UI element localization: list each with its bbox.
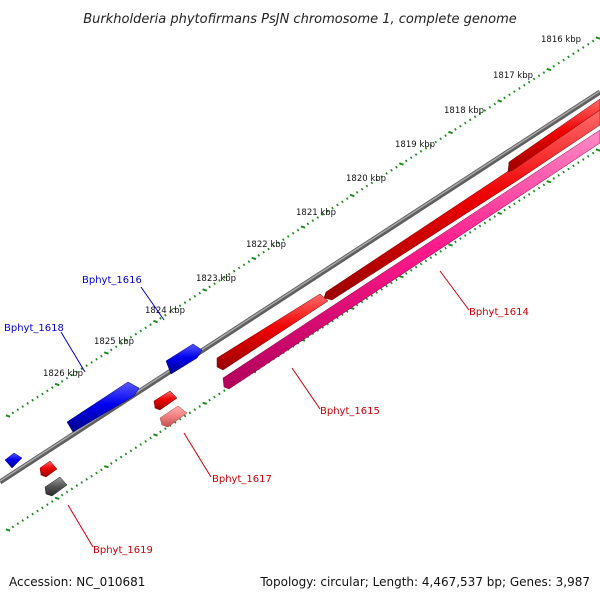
reverse-genes xyxy=(39,98,600,497)
label-bphyt-1615[interactable]: Bphyt_1615 xyxy=(320,406,380,417)
backbone xyxy=(0,89,600,485)
gene-bphyt-1617-pseudo[interactable] xyxy=(159,405,188,428)
leader-lines xyxy=(60,270,470,548)
gene-bphyt-1618[interactable] xyxy=(66,381,140,433)
tick-label-1825: 1825 kbp xyxy=(94,337,134,347)
map-title: Burkholderia phytofirmans PsJN chromosom… xyxy=(83,12,517,27)
tick-label-1824: 1824 kbp xyxy=(145,306,185,316)
tick-label-1820: 1820 kbp xyxy=(346,174,386,184)
tick-label-1818: 1818 kbp xyxy=(444,106,484,116)
gene-bphyt-1619[interactable] xyxy=(39,460,58,478)
label-bphyt-1617[interactable]: Bphyt_1617 xyxy=(212,474,272,485)
tick-label-1821: 1821 kbp xyxy=(296,208,336,218)
tick-label-1823: 1823 kbp xyxy=(196,274,236,284)
gene-bphyt-1615[interactable] xyxy=(216,293,329,371)
summary-text: Topology: circular; Length: 4,467,537 bp… xyxy=(259,575,590,589)
gene-bphyt-1619-other[interactable] xyxy=(44,476,68,497)
leader-bphyt-1616 xyxy=(140,286,165,321)
leader-bphyt-1619 xyxy=(67,504,94,548)
tick-labels: 1816 kbp 1817 kbp 1818 kbp 1819 kbp 1820… xyxy=(43,35,581,379)
label-bphyt-1619[interactable]: Bphyt_1619 xyxy=(93,545,153,556)
label-bphyt-1618[interactable]: Bphyt_1618 xyxy=(4,323,64,334)
inner-tick-ring xyxy=(5,148,600,532)
accession-text: Accession: NC_010681 xyxy=(9,575,145,589)
gene-rrna-pink[interactable] xyxy=(222,129,600,390)
tick-label-1819: 1819 kbp xyxy=(395,140,435,150)
gene-labels: Bphyt_1616 Bphyt_1618 Bphyt_1614 Bphyt_1… xyxy=(4,275,529,556)
label-bphyt-1616[interactable]: Bphyt_1616 xyxy=(82,275,142,286)
gene-small-forward[interactable] xyxy=(4,452,23,469)
leader-bphyt-1615 xyxy=(291,367,321,410)
leader-bphyt-1614 xyxy=(439,270,470,311)
gene-bphyt-1614-part2[interactable] xyxy=(507,98,600,173)
leader-bphyt-1617 xyxy=(183,432,212,478)
tick-label-1816: 1816 kbp xyxy=(541,35,581,45)
tick-label-1822: 1822 kbp xyxy=(246,240,286,250)
gene-bphyt-1616[interactable] xyxy=(165,343,203,375)
gene-bphyt-1617[interactable] xyxy=(153,390,178,411)
tick-label-1826: 1826 kbp xyxy=(43,369,83,379)
label-bphyt-1614[interactable]: Bphyt_1614 xyxy=(469,307,529,318)
outer-tick-ring xyxy=(5,36,600,418)
leader-bphyt-1618 xyxy=(60,331,86,373)
tick-label-1817: 1817 kbp xyxy=(493,71,533,81)
forward-genes xyxy=(4,343,203,469)
